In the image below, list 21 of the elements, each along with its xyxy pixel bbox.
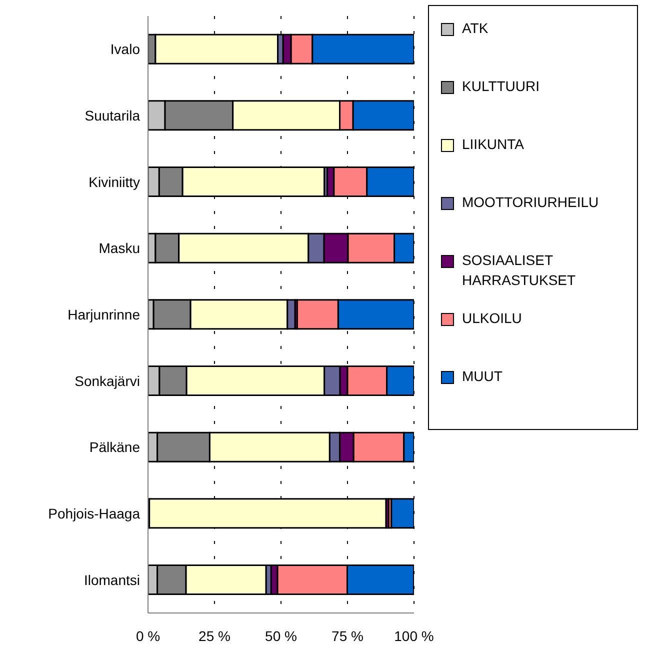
x-tick-label: 100 % xyxy=(394,628,434,644)
legend-label: MUUT xyxy=(462,367,504,386)
y-tick-label: Suutarila xyxy=(84,107,140,124)
legend-label: LIIKUNTA xyxy=(462,135,525,154)
y-tick-label: Ivalo xyxy=(110,41,140,58)
legend-label: SOSIAALISET HARRASTUKSET xyxy=(462,251,577,290)
x-tick-label: 75 % xyxy=(332,628,364,644)
legend-label: KULTTUURI xyxy=(462,77,541,96)
y-tick-label: Ilomantsi xyxy=(84,572,140,588)
y-tick-label: Pälkäne xyxy=(89,439,140,456)
x-tick-label: 25 % xyxy=(198,628,230,644)
legend-label: MOOTTORIURHEILU xyxy=(462,193,600,212)
y-tick-label: Harjunrinne xyxy=(68,306,140,322)
x-tick-label: 50 % xyxy=(265,628,297,644)
x-tick-label: 0 % xyxy=(136,628,160,644)
y-tick-label: Kiviniitty xyxy=(88,174,140,190)
y-tick-label: Sonkajärvi xyxy=(74,372,140,389)
legend-label: ATK xyxy=(462,19,490,38)
y-tick-label: Masku xyxy=(98,240,140,256)
y-tick-label: Pohjois-Haaga xyxy=(48,505,140,522)
legend-label: ULKOILU xyxy=(462,309,523,328)
